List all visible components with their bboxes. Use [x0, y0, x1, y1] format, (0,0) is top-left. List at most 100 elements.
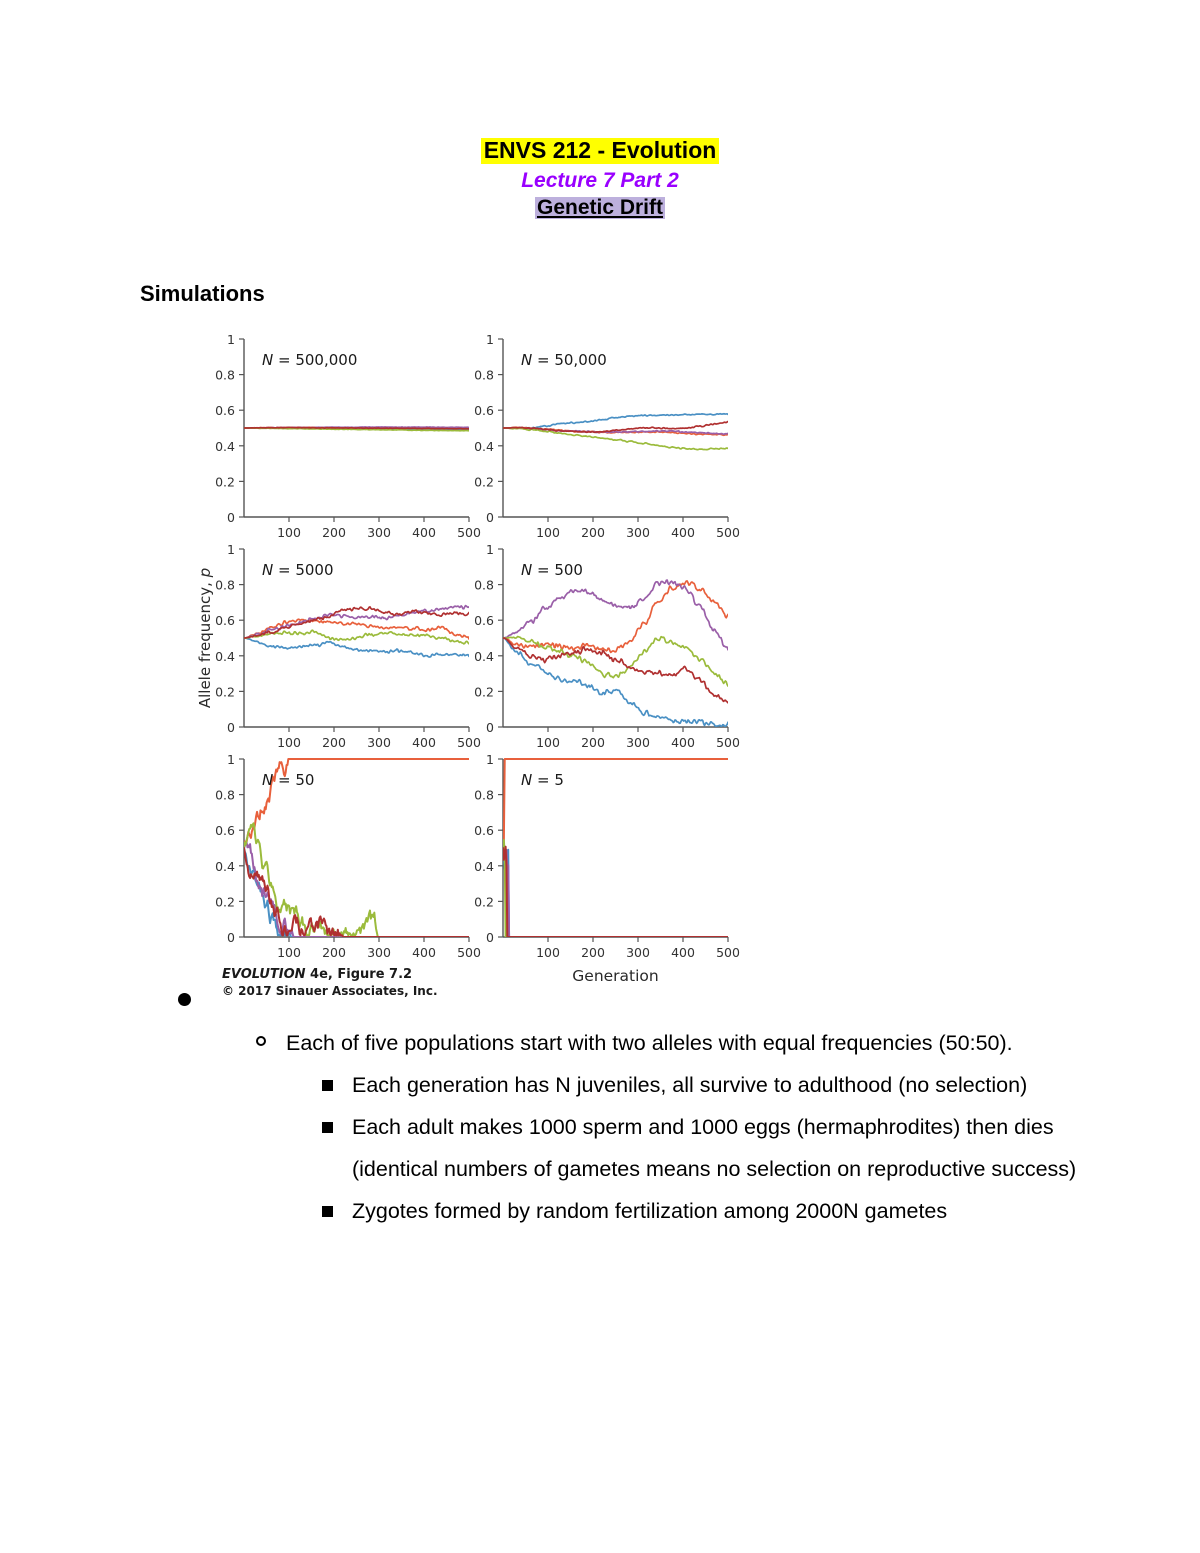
panel-4: 1 0.8 0.6 0.4 0.2 0 100 200 300 400 500 N = 50 — [215, 752, 481, 960]
x-tick-label: 300 — [367, 735, 391, 750]
x-tick-label: 400 — [412, 525, 436, 540]
y-tick-label: 1 — [486, 332, 494, 347]
x-tick-label: 100 — [277, 525, 301, 540]
genetic-drift-figure: 1 0.8 0.6 0.4 0.2 0 100 200 300 400 500 N = 500,000… — [196, 325, 786, 1015]
series-line — [244, 822, 469, 937]
x-tick-label: 400 — [671, 525, 695, 540]
y-tick-label: 0.8 — [474, 368, 494, 383]
x-tick-label: 100 — [536, 945, 560, 960]
panel-title: N = 5000 — [262, 561, 334, 579]
y-tick-label: 0.2 — [474, 894, 494, 909]
panel-5: 1 0.8 0.6 0.4 0.2 0 100 200 300 400 500 N = 5 — [474, 752, 740, 960]
figure-caption-rest: 4e, Figure 7.2 — [305, 967, 413, 982]
outline-item-text: Each adult makes 1000 sperm and 1000 egg… — [352, 1115, 1077, 1181]
x-tick-label: 300 — [626, 735, 650, 750]
y-tick-label: 0 — [227, 930, 235, 945]
series-line — [244, 426, 469, 430]
series-line — [503, 579, 728, 651]
series-line — [503, 845, 728, 937]
outline-list: Each of five populations start with two … — [0, 1022, 1200, 1232]
series-group — [503, 579, 728, 727]
series-line — [244, 847, 469, 937]
panel-title: N = 50,000 — [521, 351, 607, 369]
top-level-bullet-marker — [178, 993, 191, 1006]
lecture-subtitle: Lecture 7 Part 2 — [521, 169, 679, 192]
panel-title: N = 5 — [521, 771, 564, 789]
x-tick-label: 100 — [536, 735, 560, 750]
figure-caption: EVOLUTION 4e, Figure 7.2 © 2017 Sinauer … — [222, 967, 438, 999]
outline-item-text: Zygotes formed by random fertilization a… — [352, 1199, 948, 1223]
x-tick-label: 500 — [716, 945, 740, 960]
y-tick-label: 0.6 — [474, 403, 494, 418]
x-tick-label: 200 — [581, 525, 605, 540]
series-group — [244, 426, 469, 432]
x-tick-label: 500 — [716, 735, 740, 750]
y-tick-label: 0.8 — [474, 578, 494, 593]
course-title: ENVS 212 - Evolution — [480, 138, 720, 164]
y-tick-label: 0.4 — [474, 439, 494, 454]
x-tick-label: 400 — [671, 945, 695, 960]
y-tick-label: 1 — [227, 332, 235, 347]
series-line — [503, 847, 728, 937]
y-tick-label: 0.6 — [215, 823, 235, 838]
series-line — [244, 629, 469, 645]
x-tick-label: 200 — [322, 945, 346, 960]
x-tick-label: 400 — [671, 735, 695, 750]
y-tick-label: 1 — [486, 542, 494, 557]
x-tick-label: 200 — [581, 945, 605, 960]
y-tick-label: 1 — [227, 752, 235, 767]
y-tick-label: 0.2 — [215, 894, 235, 909]
x-tick-label: 500 — [457, 525, 481, 540]
figure-caption-line-2: © 2017 Sinauer Associates, Inc. — [222, 984, 438, 999]
panel-title: N = 500 — [521, 561, 583, 579]
x-tick-label: 300 — [626, 525, 650, 540]
y-tick-label: 0.8 — [215, 578, 235, 593]
y-tick-label: 0.8 — [474, 788, 494, 803]
panel-2: 1 0.8 0.6 0.4 0.2 0 100 200 300 400 500 N = 5000 — [215, 542, 481, 750]
series-line — [244, 604, 469, 639]
y-tick-label: 0.2 — [474, 684, 494, 699]
series-line — [503, 637, 728, 727]
series-line — [503, 635, 728, 687]
y-tick-label: 0.4 — [215, 859, 235, 874]
series-line — [503, 420, 728, 434]
y-tick-label: 0.4 — [215, 649, 235, 664]
series-line — [503, 843, 728, 937]
square-bullet-icon — [322, 1122, 333, 1133]
section-heading: Simulations — [140, 281, 265, 306]
x-tick-label: 500 — [457, 945, 481, 960]
panel-title: N = 50 — [262, 771, 314, 789]
y-tick-label: 0.2 — [215, 684, 235, 699]
series-line — [503, 427, 728, 451]
outline-item: Each generation has N juveniles, all sur… — [320, 1064, 1092, 1106]
series-group — [503, 758, 728, 937]
x-tick-label: 300 — [367, 945, 391, 960]
x-axis-label: Generation — [572, 967, 658, 985]
y-tick-label: 0.4 — [474, 649, 494, 664]
y-axis-label: Allele frequency, p — [196, 568, 214, 708]
outline-item-text: Each generation has N juveniles, all sur… — [352, 1073, 1028, 1097]
outline-item: Each adult makes 1000 sperm and 1000 egg… — [320, 1106, 1092, 1190]
series-line — [503, 637, 728, 704]
simulation-panels-svg: 1 0.8 0.6 0.4 0.2 0 100 200 300 400 500 N = 500,000… — [196, 332, 740, 985]
y-tick-label: 0 — [227, 720, 235, 735]
x-tick-label: 200 — [581, 735, 605, 750]
y-tick-label: 1 — [486, 752, 494, 767]
outline-item: Zygotes formed by random fertilization a… — [320, 1190, 1092, 1232]
y-tick-label: 0.8 — [215, 368, 235, 383]
y-tick-label: 0.6 — [215, 613, 235, 628]
y-tick-label: 0.2 — [215, 474, 235, 489]
figure-caption-source: EVOLUTION — [222, 967, 306, 982]
panel-title: N = 500,000 — [262, 351, 357, 369]
x-tick-label: 100 — [277, 735, 301, 750]
panel-0: 1 0.8 0.6 0.4 0.2 0 100 200 300 400 500 N = 500,000 — [215, 332, 481, 540]
x-tick-label: 300 — [367, 525, 391, 540]
square-bullet-icon — [322, 1206, 333, 1217]
x-tick-label: 200 — [322, 525, 346, 540]
topic-title: Genetic Drift — [534, 196, 666, 219]
y-tick-label: 0.4 — [215, 439, 235, 454]
y-tick-label: 0.6 — [215, 403, 235, 418]
outline-item-text: Each of five populations start with two … — [286, 1031, 1013, 1055]
y-tick-label: 0.6 — [474, 823, 494, 838]
y-tick-label: 0.6 — [474, 613, 494, 628]
